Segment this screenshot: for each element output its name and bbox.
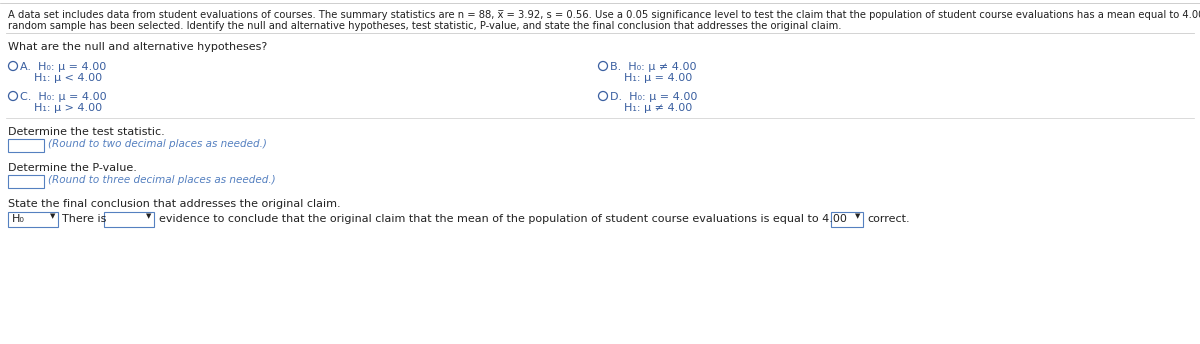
Text: H₁: μ = 4.00: H₁: μ = 4.00 bbox=[624, 73, 692, 83]
Text: H₁: μ > 4.00: H₁: μ > 4.00 bbox=[34, 103, 102, 113]
Text: Determine the test statistic.: Determine the test statistic. bbox=[8, 127, 164, 137]
Text: C.  H₀: μ = 4.00: C. H₀: μ = 4.00 bbox=[20, 92, 107, 102]
Text: ▼: ▼ bbox=[854, 213, 860, 219]
Text: ▼: ▼ bbox=[50, 213, 55, 219]
Text: ▼: ▼ bbox=[146, 213, 151, 219]
Text: H₀: H₀ bbox=[12, 214, 25, 224]
Text: H₁: μ ≠ 4.00: H₁: μ ≠ 4.00 bbox=[624, 103, 692, 113]
FancyBboxPatch shape bbox=[8, 212, 58, 227]
Text: State the final conclusion that addresses the original claim.: State the final conclusion that addresse… bbox=[8, 199, 341, 209]
Text: H₁: μ < 4.00: H₁: μ < 4.00 bbox=[34, 73, 102, 83]
FancyBboxPatch shape bbox=[104, 212, 154, 227]
Text: A.  H₀: μ = 4.00: A. H₀: μ = 4.00 bbox=[20, 62, 107, 72]
Text: D.  H₀: μ = 4.00: D. H₀: μ = 4.00 bbox=[610, 92, 697, 102]
FancyBboxPatch shape bbox=[8, 175, 44, 188]
Text: What are the null and alternative hypotheses?: What are the null and alternative hypoth… bbox=[8, 42, 268, 52]
Text: random sample has been selected. Identify the null and alternative hypotheses, t: random sample has been selected. Identif… bbox=[8, 21, 841, 31]
FancyBboxPatch shape bbox=[8, 139, 44, 152]
Text: evidence to conclude that the original claim that the mean of the population of : evidence to conclude that the original c… bbox=[158, 214, 847, 224]
Text: Determine the P-value.: Determine the P-value. bbox=[8, 163, 137, 173]
Text: correct.: correct. bbox=[866, 214, 910, 224]
Text: A data set includes data from student evaluations of courses. The summary statis: A data set includes data from student ev… bbox=[8, 10, 1200, 20]
Text: (Round to three decimal places as needed.): (Round to three decimal places as needed… bbox=[48, 175, 276, 185]
Text: (Round to two decimal places as needed.): (Round to two decimal places as needed.) bbox=[48, 139, 266, 149]
Text: B.  H₀: μ ≠ 4.00: B. H₀: μ ≠ 4.00 bbox=[610, 62, 696, 72]
FancyBboxPatch shape bbox=[830, 212, 863, 227]
Text: There is: There is bbox=[62, 214, 107, 224]
